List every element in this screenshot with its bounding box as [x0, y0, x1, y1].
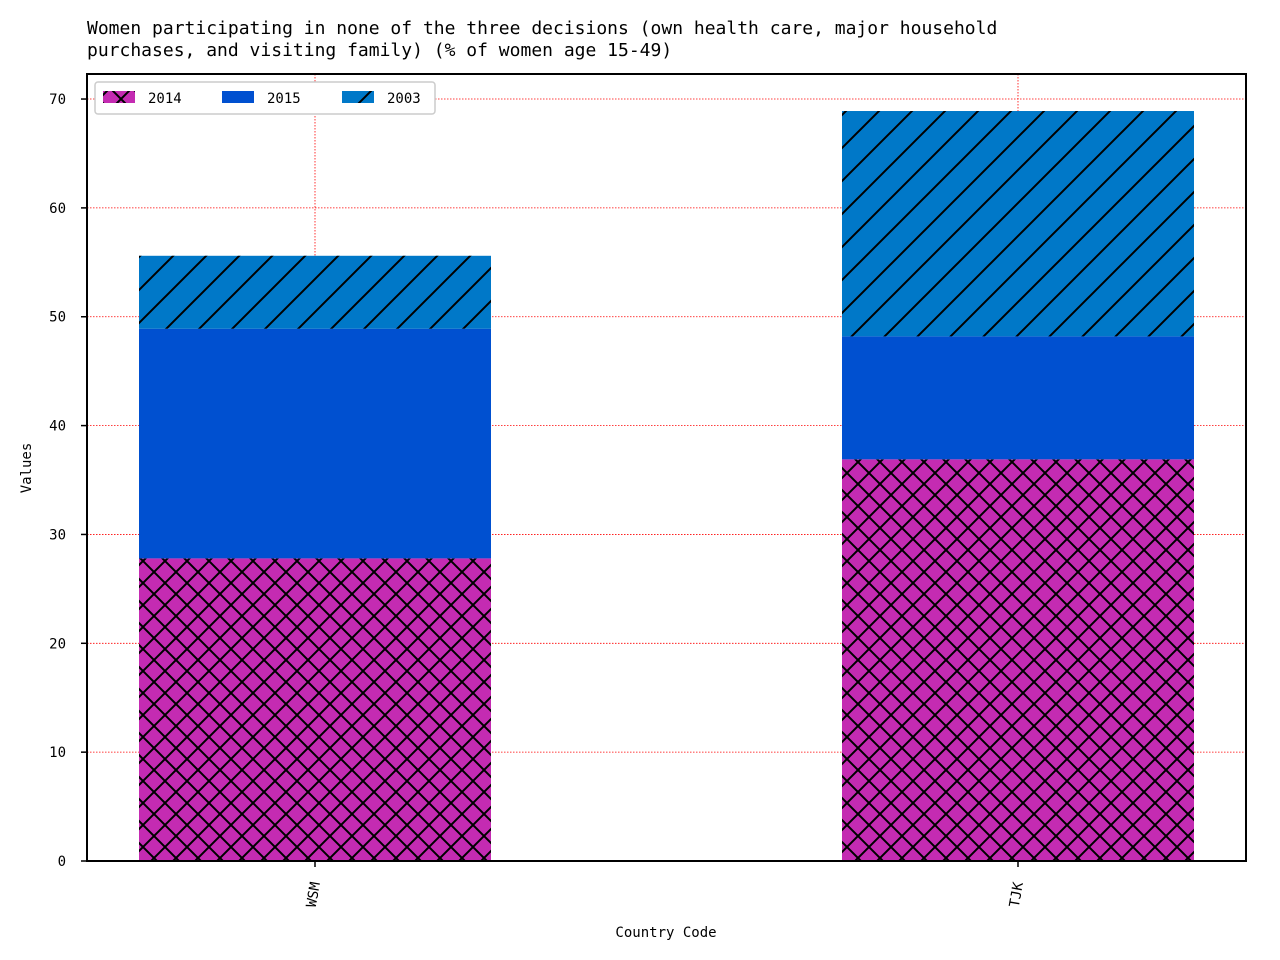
legend-swatch-2015 — [222, 91, 254, 103]
chart-title-line-1: Women participating in none of the three… — [87, 18, 997, 39]
legend-label-2003: 2003 — [387, 91, 421, 107]
bars — [139, 111, 1194, 861]
y-tick-label-2: 20 — [49, 636, 66, 652]
bar-tjk-2015 — [842, 336, 1194, 460]
y-tick-label-4: 40 — [49, 419, 66, 435]
chart-title: Women participating in none of the three… — [87, 18, 997, 61]
legend-swatch-hatch-2003 — [342, 91, 374, 103]
legend-label-2014: 2014 — [148, 91, 182, 107]
x-tick-label-tjk: TJK — [1007, 880, 1027, 908]
y-tick-label-3: 30 — [49, 527, 66, 543]
y-axis-label: Values — [19, 443, 35, 494]
y-tick-label-7: 70 — [49, 92, 66, 108]
x-axis: WSM TJK — [304, 861, 1027, 909]
y-axis: 0 10 20 30 40 50 60 70 — [49, 92, 87, 870]
bar-hatch-tjk-2014 — [842, 459, 1194, 861]
plot-frame — [86, 73, 1247, 862]
legend-label-2015: 2015 — [267, 91, 301, 107]
y-tick-label-0: 0 — [58, 854, 66, 870]
y-tick-label-1: 10 — [49, 745, 66, 761]
bar-hatch-wsm-2003 — [139, 255, 491, 329]
legend-box — [94, 81, 436, 115]
bar-wsm-2015 — [139, 328, 491, 559]
y-tick-label-6: 60 — [49, 201, 66, 217]
bar-hatch-tjk-2003 — [842, 111, 1194, 337]
y-tick-label-5: 50 — [49, 310, 66, 326]
legend-swatch-hatch-2014 — [103, 91, 135, 103]
legend: 2014 2015 2003 — [94, 81, 436, 115]
x-axis-label: Country Code — [615, 925, 716, 941]
x-tick-label-wsm: WSM — [304, 881, 324, 909]
bar-hatch-wsm-2014 — [139, 558, 491, 861]
chart-title-line-2: purchases, and visiting family) (% of wo… — [87, 40, 672, 61]
